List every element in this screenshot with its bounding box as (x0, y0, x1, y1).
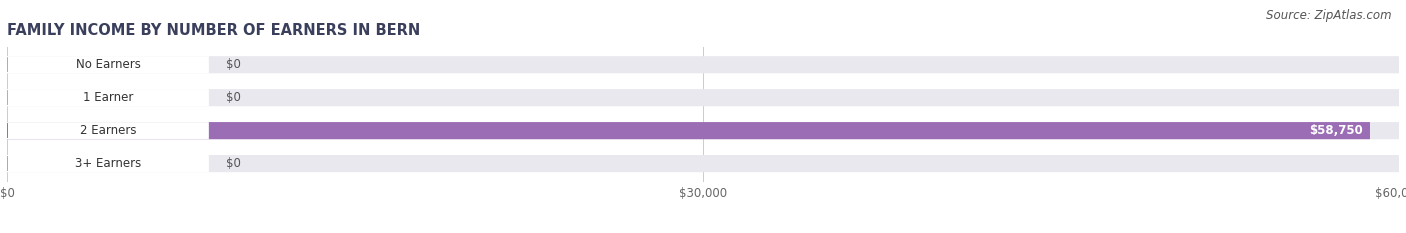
FancyBboxPatch shape (7, 122, 1399, 139)
FancyBboxPatch shape (7, 155, 1399, 172)
Text: $0: $0 (225, 58, 240, 71)
Text: $58,750: $58,750 (1309, 124, 1362, 137)
Text: Source: ZipAtlas.com: Source: ZipAtlas.com (1267, 9, 1392, 22)
Text: FAMILY INCOME BY NUMBER OF EARNERS IN BERN: FAMILY INCOME BY NUMBER OF EARNERS IN BE… (7, 24, 420, 38)
FancyBboxPatch shape (7, 122, 209, 139)
Text: $0: $0 (225, 157, 240, 170)
Text: 3+ Earners: 3+ Earners (75, 157, 141, 170)
Text: 1 Earner: 1 Earner (83, 91, 134, 104)
FancyBboxPatch shape (7, 56, 1399, 73)
Text: $0: $0 (225, 91, 240, 104)
FancyBboxPatch shape (7, 89, 209, 106)
FancyBboxPatch shape (7, 56, 209, 73)
FancyBboxPatch shape (7, 89, 1399, 106)
FancyBboxPatch shape (7, 122, 1369, 139)
Text: No Earners: No Earners (76, 58, 141, 71)
FancyBboxPatch shape (7, 155, 209, 172)
Text: 2 Earners: 2 Earners (80, 124, 136, 137)
